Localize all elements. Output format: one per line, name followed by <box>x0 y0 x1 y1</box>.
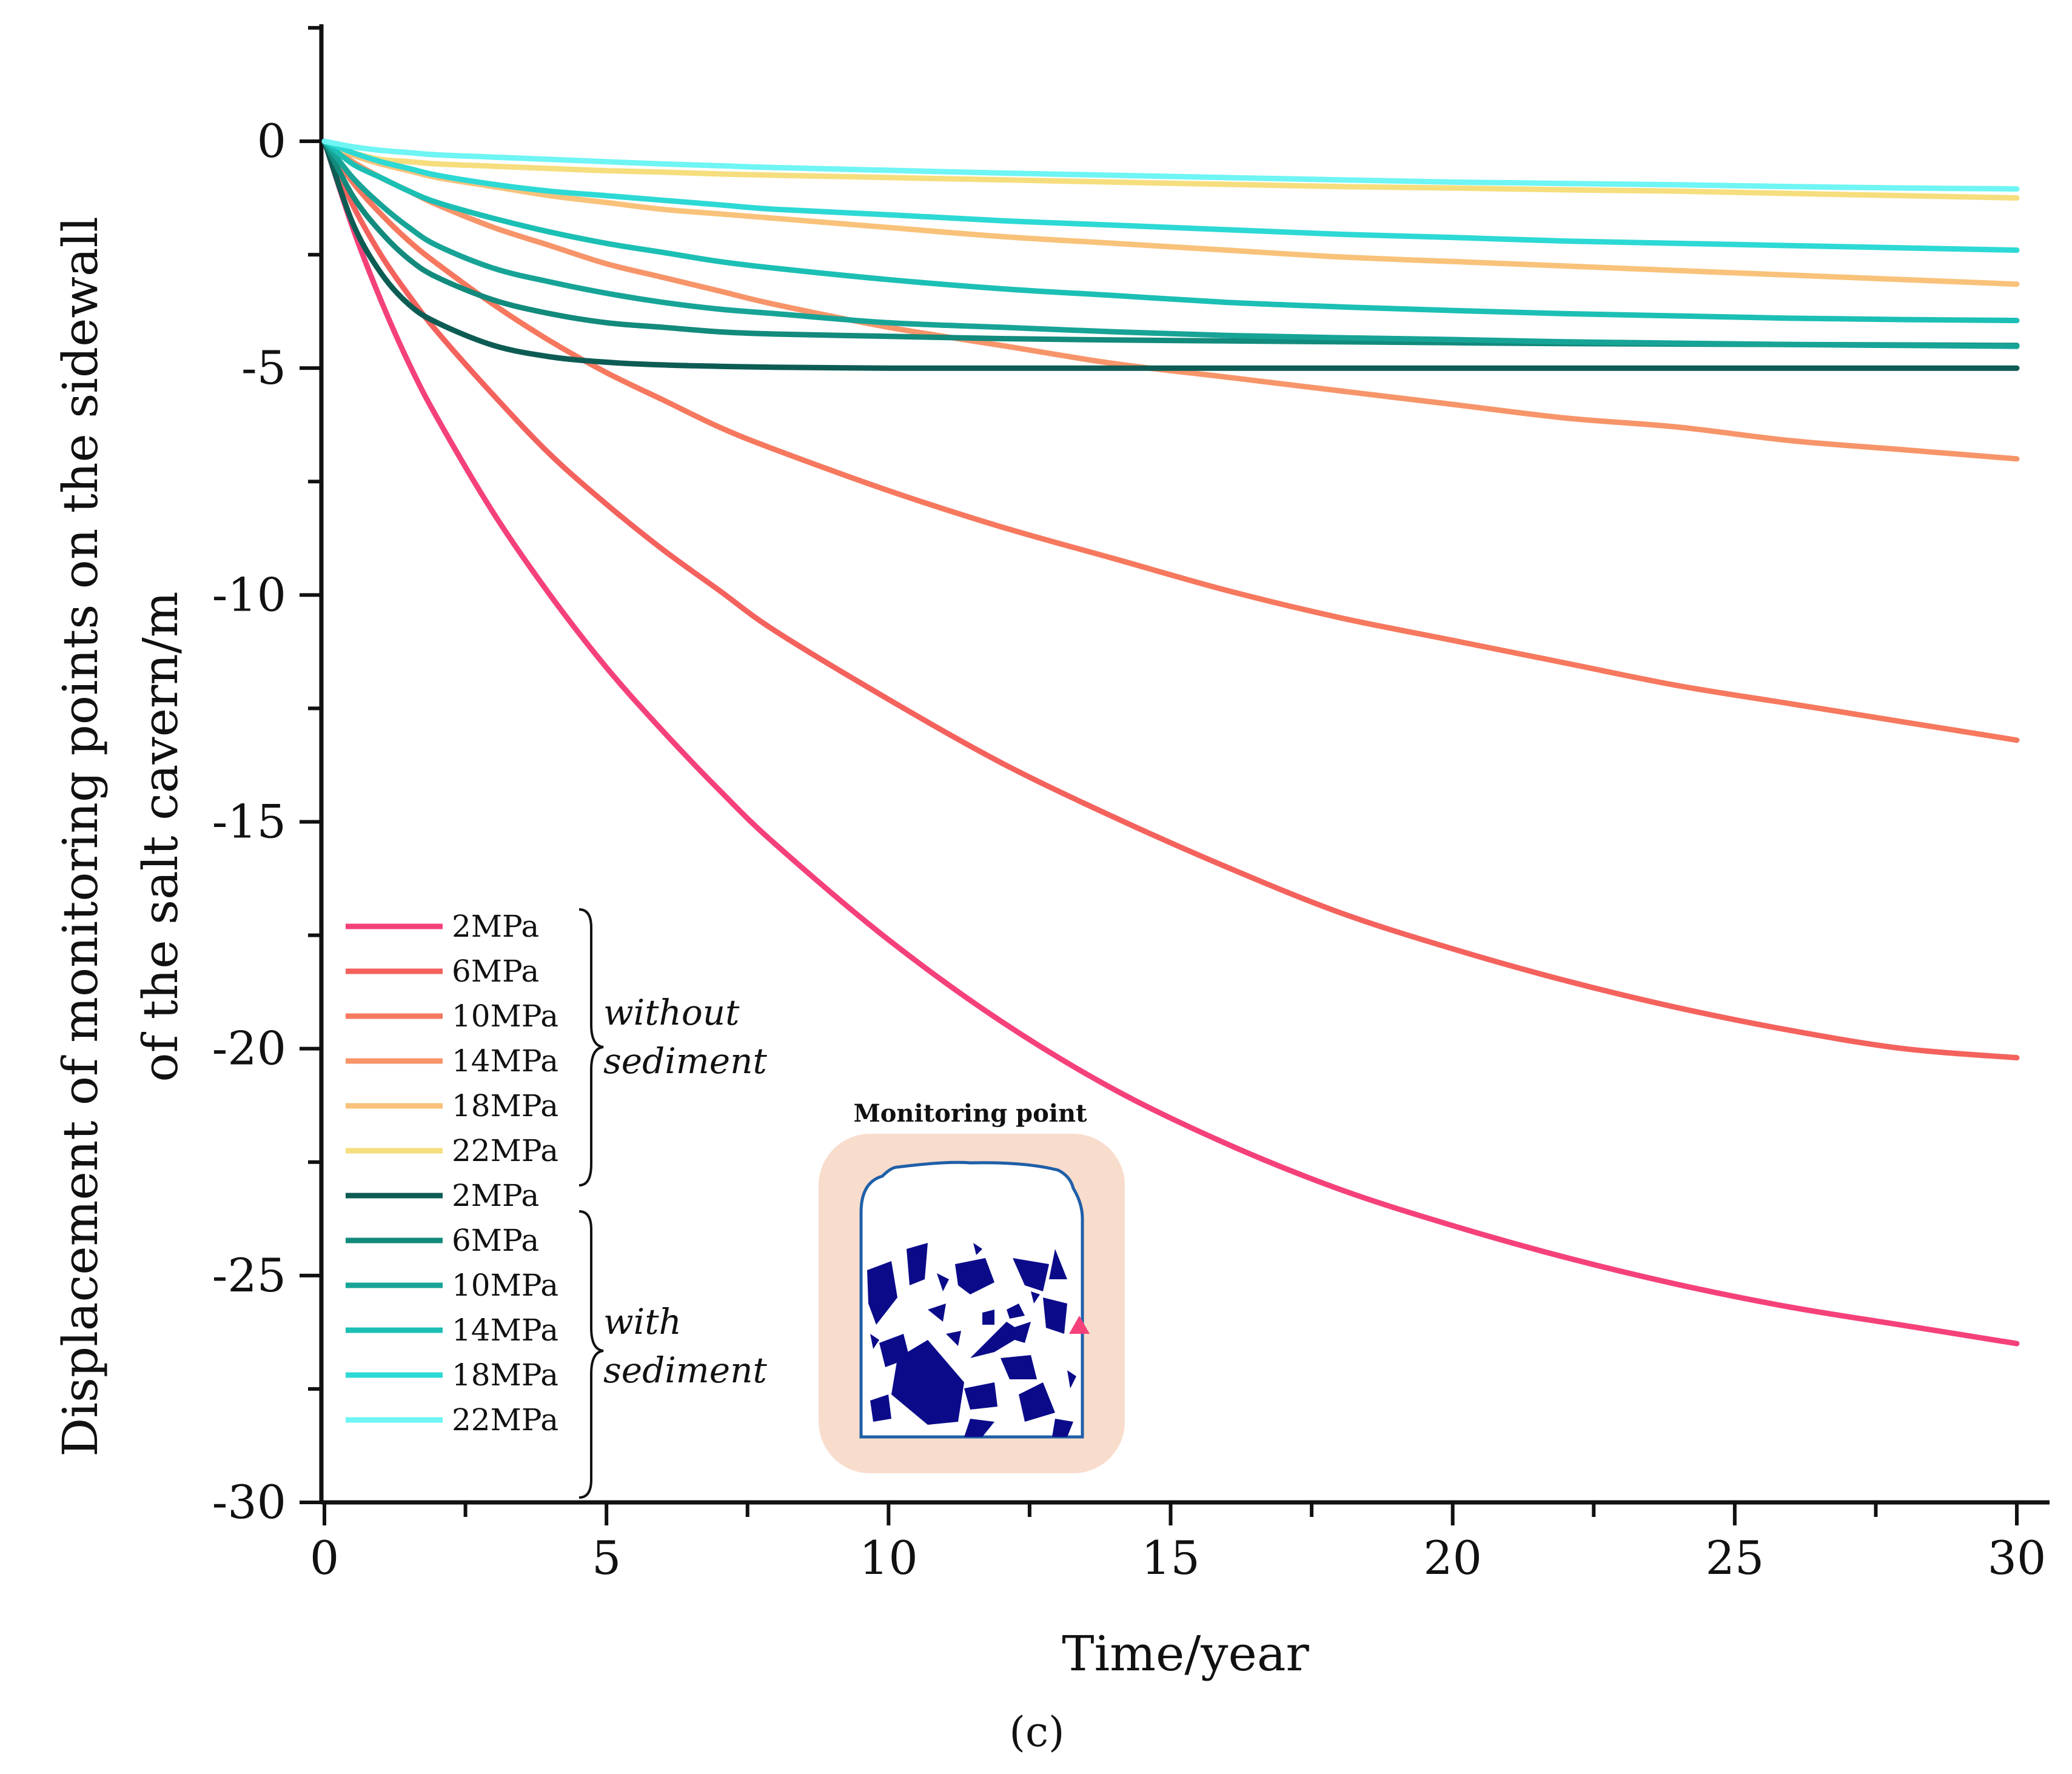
x-ticks: 0 5 10 15 20 25 30 <box>310 1502 2047 1585</box>
y-tick-label: -5 <box>241 341 286 395</box>
x-tick-label: 0 <box>310 1531 339 1585</box>
group-label-with: with <box>603 1301 682 1342</box>
x-tick-label: 25 <box>1705 1531 1764 1585</box>
figure-caption: (c) <box>1009 1709 1064 1756</box>
y-ticks: 0 -5 -10 -15 -20 -25 -30 <box>212 25 321 1529</box>
legend-label-with-sediment-14mpa: 14MPa <box>452 1313 558 1348</box>
series-line-with-sediment-22mpa <box>321 138 2020 192</box>
series-layer <box>321 138 2020 1347</box>
legend-label-without-sediment-22mpa: 22MPa <box>452 1133 558 1168</box>
legend-label-with-sediment-22mpa: 22MPa <box>452 1402 558 1438</box>
series-line-without-sediment-2mpa <box>321 138 2020 1347</box>
brace-without-sediment <box>578 908 604 1187</box>
series-line-without-sediment-10mpa <box>321 138 2020 743</box>
y-tick-label: 0 <box>257 114 286 168</box>
legend-label-without-sediment-18mpa: 18MPa <box>452 1088 558 1123</box>
legend-label-without-sediment-2mpa: 2MPa <box>452 909 539 944</box>
axes: 0 5 10 15 20 25 30 0 -5 -10 -15 -20 -25 -30 <box>212 24 2050 1585</box>
y-tick-label: -15 <box>212 795 286 849</box>
y-tick-label: -20 <box>212 1022 286 1076</box>
x-axis-title: Time/year <box>1062 1625 1309 1682</box>
series-line-with-sediment-10mpa <box>321 138 2020 349</box>
brace-with-sediment <box>578 1210 604 1499</box>
legend-group-labels: without sediment with sediment <box>578 908 767 1499</box>
sediment-blocks <box>867 1243 1076 1437</box>
series-line-without-sediment-6mpa <box>321 138 2020 1061</box>
series-line-with-sediment-18mpa <box>321 138 2020 253</box>
y-tick-label: -25 <box>212 1248 286 1302</box>
series-line-without-sediment-14mpa <box>321 138 2020 462</box>
group-label-without: without <box>603 992 740 1033</box>
x-tick-label: 30 <box>1988 1531 2047 1585</box>
inset-title: Monitoring point <box>853 1099 1087 1128</box>
monitoring-point-marker <box>1069 1316 1090 1334</box>
legend-label-with-sediment-6mpa: 6MPa <box>452 1223 539 1258</box>
legend: 2MPa 6MPa 10MPa 14MPa 18MPa 22MPa 2MPa 6MPa 10MP… <box>346 909 558 1438</box>
y-tick-label: -30 <box>212 1475 286 1529</box>
y-tick-label: -10 <box>212 567 286 621</box>
inset-monitoring-diagram: Monitoring point <box>819 1099 1125 1473</box>
y-axis-title-line1: Displacement of monitoring points on the… <box>52 216 109 1457</box>
y-axis-title-line2: of the salt cavern/m <box>132 591 189 1082</box>
x-tick-label: 15 <box>1141 1531 1200 1585</box>
legend-label-without-sediment-14mpa: 14MPa <box>452 1043 558 1079</box>
legend-label-with-sediment-10mpa: 10MPa <box>452 1268 558 1303</box>
group-label-sediment-1: sediment <box>603 1040 767 1082</box>
legend-label-with-sediment-2mpa: 2MPa <box>452 1178 539 1213</box>
x-tick-label: 10 <box>859 1531 918 1585</box>
series-line-with-sediment-2mpa <box>321 138 2020 371</box>
series-line-with-sediment-14mpa <box>321 138 2020 324</box>
x-tick-label: 20 <box>1423 1531 1482 1585</box>
x-tick-label: 5 <box>592 1531 621 1585</box>
group-label-sediment-2: sediment <box>603 1350 767 1391</box>
series-line-without-sediment-22mpa <box>321 138 2020 201</box>
legend-label-with-sediment-18mpa: 18MPa <box>452 1357 558 1393</box>
legend-label-without-sediment-10mpa: 10MPa <box>452 999 558 1034</box>
legend-label-without-sediment-6mpa: 6MPa <box>452 954 539 989</box>
y-axis-title: Displacement of monitoring points on the… <box>52 216 189 1457</box>
